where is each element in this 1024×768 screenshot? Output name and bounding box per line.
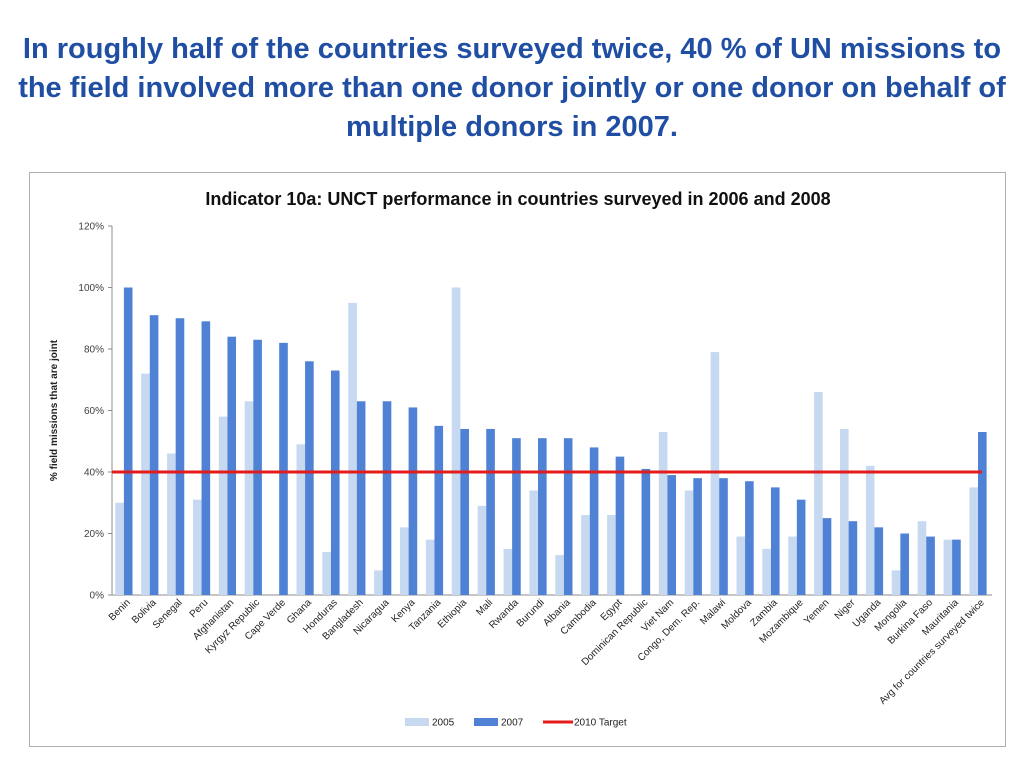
bar-2005-31 [917,521,927,595]
bar-2007-33 [978,432,987,595]
bar-2007-32 [952,539,961,595]
bar-2007-9 [356,401,366,595]
bar-2005-7 [296,444,306,595]
legend-label: 2005 [432,718,455,729]
chart-title: Indicator 10a: UNCT performance in count… [205,189,830,209]
bar-2007-5 [253,339,262,595]
legend-label: 2010 Target [574,718,627,729]
y-tick-label: 40% [84,468,104,479]
bar-2007-1 [149,315,159,595]
bar-2007-14 [486,428,495,595]
bar-2007-22 [693,478,702,595]
bar-2007-7 [305,361,314,595]
bar-2005-11 [400,527,409,595]
bar-2005-30 [891,570,901,595]
bar-2005-27 [814,392,823,595]
bar-2005-1 [141,373,150,595]
bar-2005-2 [167,453,176,595]
bar-2007-0 [123,287,133,595]
bar-2005-12 [425,539,435,595]
bar-2007-20 [641,468,651,595]
bar-2007-12 [434,425,444,595]
bar-2005-9 [348,302,357,595]
x-tick-label: Benin [107,597,133,623]
bar-2005-4 [218,416,228,595]
bar-2005-25 [762,548,771,595]
bar-2007-26 [796,499,806,595]
bar-2007-13 [460,428,469,595]
bar-2005-8 [322,551,331,595]
bar-2005-22 [684,490,694,595]
chart-bars [115,287,987,595]
bar-2007-21 [667,475,677,595]
bar-2007-27 [822,518,832,595]
bar-2007-25 [770,487,780,595]
bar-2007-2 [175,318,185,595]
chart-frame: Indicator 10a: UNCT performance in count… [29,172,1006,747]
bar-2005-0 [115,502,124,595]
bar-2005-26 [788,536,797,595]
bar-2007-23 [719,478,728,595]
bar-2007-10 [382,401,392,595]
bar-2007-4 [227,336,237,595]
legend-swatch [405,718,429,726]
x-tick-label: Yemen [802,597,832,627]
bar-2007-19 [615,456,625,595]
bar-2007-11 [408,407,418,595]
bar-2007-24 [745,481,754,595]
y-tick-label: 20% [84,529,104,540]
bar-2005-10 [374,570,383,595]
bar-2007-17 [563,438,573,595]
bar-2007-18 [589,447,599,595]
y-axis-title: % field missions that are joint [49,339,60,481]
bar-2007-16 [538,438,547,595]
x-tick-label: Ethiopia [436,597,470,631]
y-tick-label: 80% [84,345,104,356]
bar-2005-19 [607,515,616,595]
bar-2007-15 [512,438,521,595]
chart-legend: 2005 2007 2010 Target [405,718,627,729]
y-tick-label: 100% [78,283,104,294]
bar-2007-31 [926,536,935,595]
x-tick-label: Peru [188,597,211,620]
bar-2007-6 [279,342,288,595]
bar-2005-18 [581,515,590,595]
bar-2005-29 [865,465,875,595]
bar-2005-21 [658,432,668,595]
bar-2007-8 [330,370,340,595]
x-tick-label: Rwanda [487,597,521,631]
bar-2005-16 [529,490,539,595]
bar-2005-32 [943,539,953,595]
bar-2007-30 [900,533,909,595]
bar-2007-3 [201,321,211,595]
slide-title: In roughly half of the countries surveye… [18,33,1006,143]
bar-2005-15 [503,548,513,595]
bar-2005-3 [192,499,202,595]
bar-2005-5 [244,401,254,595]
x-tick-label: Burundi [515,597,547,629]
bar-2005-14 [477,505,487,595]
y-tick-label: 0% [90,591,105,602]
bar-2005-23 [710,352,720,595]
bar-2007-28 [848,521,858,595]
x-tick-label: Mali [474,597,495,618]
bar-2007-29 [874,527,884,595]
bar-chart: Indicator 10a: UNCT performance in count… [49,189,992,729]
y-tick-label: 120% [78,222,104,233]
bar-2005-24 [736,536,746,595]
legend-swatch [474,718,498,726]
bar-2005-33 [969,487,979,595]
bar-2005-17 [555,555,564,595]
bar-2005-13 [451,287,461,595]
bar-2005-28 [840,428,849,595]
y-tick-label: 60% [84,406,104,417]
legend-label: 2007 [501,718,524,729]
